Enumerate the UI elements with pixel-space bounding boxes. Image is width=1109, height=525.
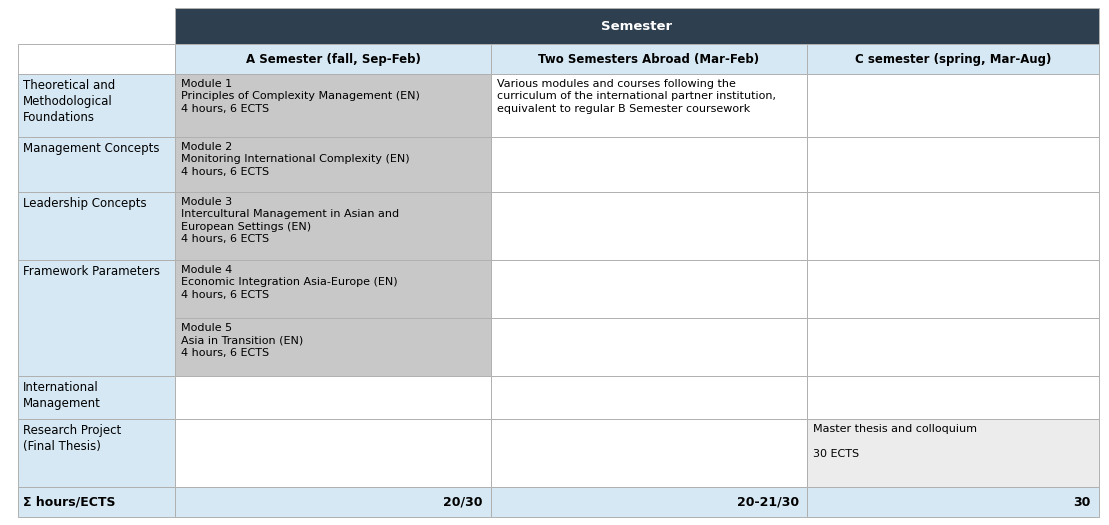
Bar: [491, 192, 807, 260]
Text: 20/30: 20/30: [444, 496, 484, 509]
Text: Module 5
Asia in Transition (EN)
4 hours, 6 ECTS: Module 5 Asia in Transition (EN) 4 hours…: [181, 323, 303, 358]
Bar: [18, 487, 175, 517]
Bar: [175, 44, 491, 74]
Bar: [491, 487, 807, 517]
Bar: [491, 419, 807, 487]
Bar: [491, 318, 807, 376]
Text: Two Semesters Abroad (Mar-Feb): Two Semesters Abroad (Mar-Feb): [539, 52, 760, 66]
Bar: [18, 376, 175, 419]
Text: Research Project
(Final Thesis): Research Project (Final Thesis): [23, 424, 121, 453]
Bar: [807, 419, 1099, 487]
Bar: [807, 44, 1099, 74]
Text: Module 1
Principles of Complexity Management (EN)
4 hours, 6 ECTS: Module 1 Principles of Complexity Manage…: [181, 79, 420, 114]
Bar: [807, 376, 1099, 419]
Text: A Semester (fall, Sep-Feb): A Semester (fall, Sep-Feb): [245, 52, 420, 66]
Bar: [175, 419, 491, 487]
Bar: [18, 137, 175, 192]
Text: Σ hours/ECTS: Σ hours/ECTS: [23, 496, 115, 509]
Text: 20-21/30: 20-21/30: [736, 496, 798, 509]
Bar: [18, 8, 175, 44]
Text: 30: 30: [1074, 496, 1091, 509]
Bar: [18, 260, 175, 376]
Text: Theoretical and
Methodological
Foundations: Theoretical and Methodological Foundatio…: [23, 79, 115, 124]
Bar: [18, 44, 175, 74]
Bar: [175, 260, 491, 318]
Bar: [175, 487, 491, 517]
Bar: [807, 487, 1099, 517]
Bar: [175, 376, 491, 419]
Bar: [175, 8, 1099, 44]
Bar: [491, 74, 807, 137]
Bar: [491, 260, 807, 318]
Text: Various modules and courses following the
curriculum of the international partne: Various modules and courses following th…: [497, 79, 776, 114]
Bar: [18, 419, 175, 487]
Text: Framework Parameters: Framework Parameters: [23, 265, 160, 278]
Bar: [807, 260, 1099, 318]
Text: C semester (spring, Mar-Aug): C semester (spring, Mar-Aug): [855, 52, 1051, 66]
Text: Master thesis and colloquium

30 ECTS: Master thesis and colloquium 30 ECTS: [813, 424, 977, 459]
Text: Module 3
Intercultural Management in Asian and
European Settings (EN)
4 hours, 6: Module 3 Intercultural Management in Asi…: [181, 197, 399, 244]
Text: Module 4
Economic Integration Asia-Europe (EN)
4 hours, 6 ECTS: Module 4 Economic Integration Asia-Europ…: [181, 265, 398, 300]
Bar: [491, 137, 807, 192]
Bar: [807, 192, 1099, 260]
Bar: [491, 44, 807, 74]
Bar: [491, 376, 807, 419]
Text: International
Management: International Management: [23, 381, 101, 410]
Bar: [175, 74, 491, 137]
Text: Management Concepts: Management Concepts: [23, 142, 160, 155]
Bar: [807, 137, 1099, 192]
Bar: [807, 318, 1099, 376]
Bar: [175, 137, 491, 192]
Bar: [18, 74, 175, 137]
Bar: [807, 74, 1099, 137]
Bar: [175, 192, 491, 260]
Text: Module 2
Monitoring International Complexity (EN)
4 hours, 6 ECTS: Module 2 Monitoring International Comple…: [181, 142, 409, 177]
Bar: [175, 318, 491, 376]
Text: Semester: Semester: [601, 19, 672, 33]
Text: Leadership Concepts: Leadership Concepts: [23, 197, 146, 210]
Bar: [18, 192, 175, 260]
